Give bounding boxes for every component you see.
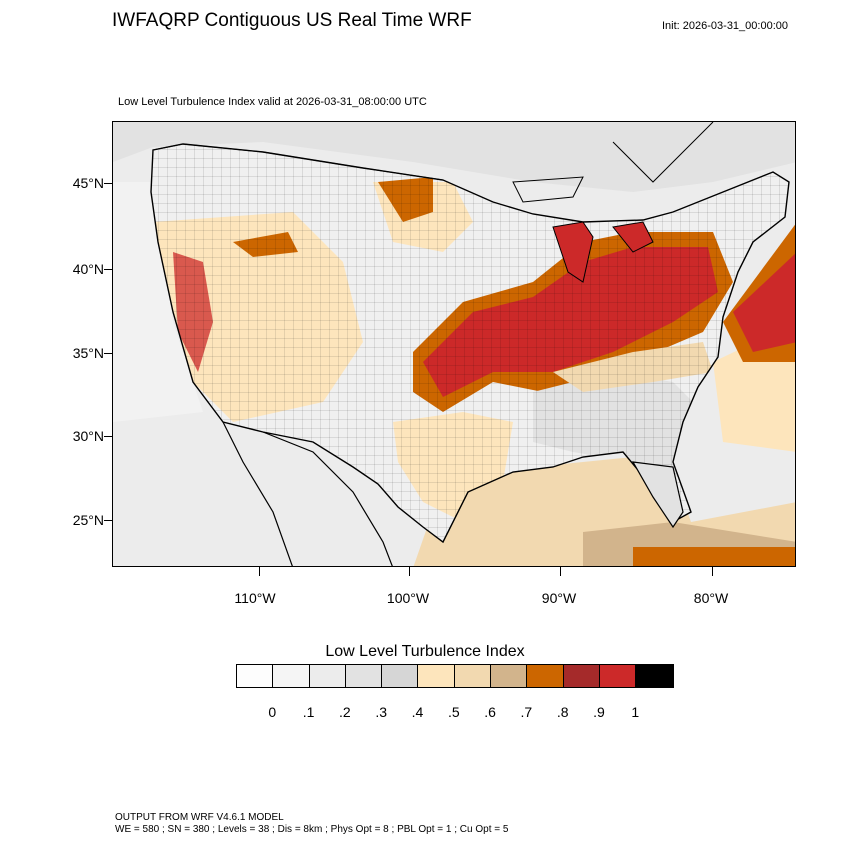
atlantic-high-region xyxy=(733,253,795,352)
model-info-line-2: WE = 580 ; SN = 380 ; Levels = 38 ; Dis … xyxy=(115,824,509,835)
lon-tick xyxy=(712,567,713,576)
lon-label-100w: 100°W xyxy=(386,590,430,606)
colorbar-tick-label: 1 xyxy=(631,704,640,720)
main-title: IWFAQRP Contiguous US Real Time WRF xyxy=(112,10,472,31)
lake-superior xyxy=(512,176,584,203)
legend-title: Low Level Turbulence Index xyxy=(325,643,525,660)
caribbean-region xyxy=(633,547,795,566)
colorbar-tick-label: .9 xyxy=(593,704,605,720)
colorbar-tick-label: .6 xyxy=(484,704,496,720)
colorbar-swatch xyxy=(491,665,528,687)
colorbar-swatch xyxy=(636,665,673,687)
us-coastline xyxy=(150,143,790,544)
lat-tick xyxy=(104,520,112,521)
lat-tick xyxy=(104,353,112,354)
lake-huron xyxy=(612,221,654,253)
lon-tick xyxy=(259,567,260,576)
florida xyxy=(631,461,684,529)
colorbar-swatch xyxy=(527,665,564,687)
colorbar-swatch xyxy=(563,665,600,687)
colorbar-tick-label: .7 xyxy=(520,704,533,720)
lat-label-30n: 30°N xyxy=(72,428,104,444)
canada-province-line xyxy=(612,122,714,183)
lat-tick xyxy=(104,436,112,437)
colorbar-swatch xyxy=(345,665,383,687)
lon-label-110w: 110°W xyxy=(234,590,276,606)
lat-tick xyxy=(104,269,112,270)
init-time-label: Init: 2026-03-31_00:00:00 xyxy=(662,20,788,32)
colorbar xyxy=(236,664,674,688)
canada-border xyxy=(152,143,444,181)
colorbar-tick-label: .8 xyxy=(556,704,569,720)
colorbar-swatch xyxy=(418,665,455,687)
lat-label-40n: 40°N xyxy=(72,261,104,277)
colorbar-swatch xyxy=(454,665,492,687)
mexico-coastline xyxy=(262,431,393,566)
lat-tick xyxy=(104,183,112,184)
colorbar-tick-label: .3 xyxy=(375,704,388,720)
lat-label-25n: 25°N xyxy=(72,512,104,528)
lon-tick xyxy=(560,567,561,576)
colorbar-swatch xyxy=(309,665,346,687)
colorbar-swatch xyxy=(382,665,419,687)
lon-tick xyxy=(409,567,410,576)
colorbar-swatch xyxy=(237,665,274,687)
colorbar-tick-label: 0 xyxy=(268,704,277,720)
model-info-line-1: OUTPUT FROM WRF V4.6.1 MODEL xyxy=(115,812,284,823)
map-panel xyxy=(112,121,796,567)
colorbar-tick-label: .4 xyxy=(411,704,424,720)
colorbar-tick-label: .2 xyxy=(339,704,351,720)
colorbar-swatch xyxy=(273,665,310,687)
colorbar-tick-label: .5 xyxy=(447,704,460,720)
map-subtitle: Low Level Turbulence Index valid at 2026… xyxy=(118,96,427,108)
pacific-region xyxy=(113,182,203,422)
turbulence-map xyxy=(113,122,795,566)
lon-label-80w: 80°W xyxy=(693,590,729,606)
lat-label-45n: 45°N xyxy=(72,175,104,191)
canada-region xyxy=(113,122,795,192)
baja-coastline xyxy=(222,421,293,566)
lake-michigan xyxy=(552,221,594,283)
colorbar-tick-label: .1 xyxy=(302,704,315,720)
lat-label-35n: 35°N xyxy=(72,345,104,361)
lon-label-90w: 90°W xyxy=(541,590,577,606)
colorbar-swatch xyxy=(599,665,637,687)
